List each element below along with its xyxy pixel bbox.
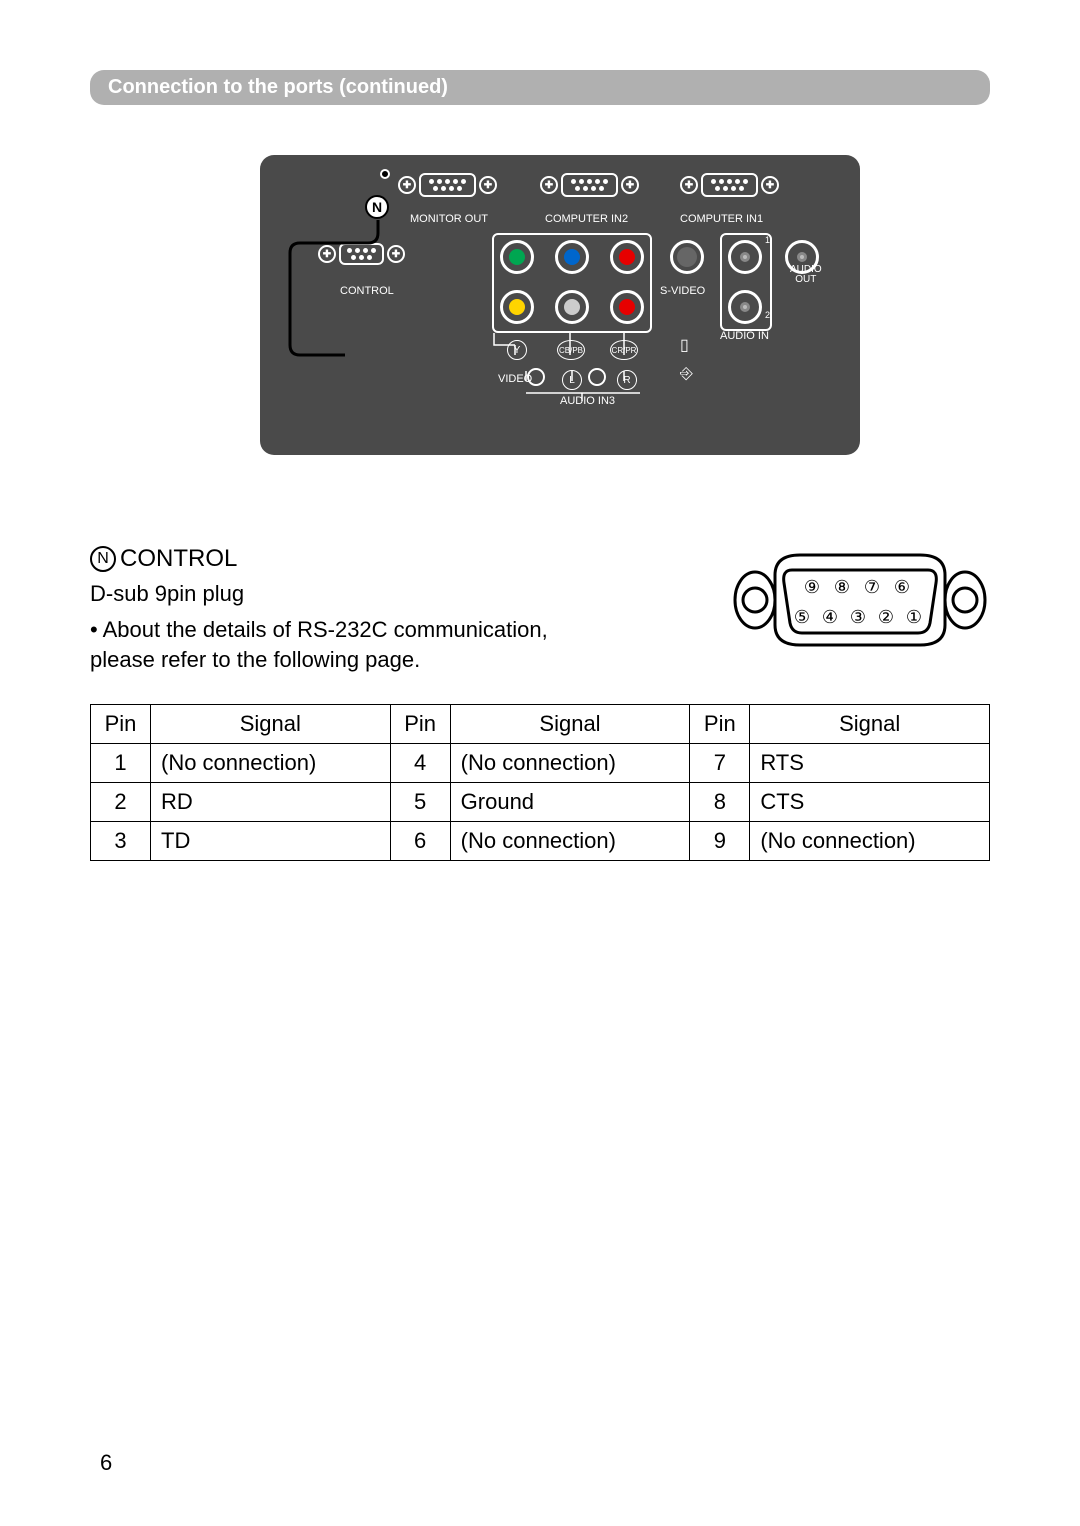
table-row: 2RD 5Ground 8CTS: [91, 783, 990, 822]
svg-text:⑦: ⑦: [864, 577, 880, 597]
svg-text:①: ①: [906, 607, 922, 627]
svg-text:⑤: ⑤: [794, 607, 810, 627]
svg-text:③: ③: [850, 607, 866, 627]
section-heading: NCONTROL: [90, 545, 690, 573]
n-icon: N: [90, 546, 116, 572]
svg-text:⑨: ⑨: [804, 577, 820, 597]
svg-text:⑧: ⑧: [834, 577, 850, 597]
svg-text:⑥: ⑥: [894, 577, 910, 597]
table-row: 3TD 6(No connection) 9(No connection): [91, 822, 990, 861]
db9-connector-diagram: ⑨ ⑧ ⑦ ⑥ ⑤ ④ ③ ② ①: [730, 545, 990, 660]
page-number: 6: [100, 1450, 112, 1476]
note-line-1: • About the details of RS-232C communica…: [90, 615, 690, 645]
header-bar: Connection to the ports (continued): [90, 70, 990, 105]
subtitle: D-sub 9pin plug: [90, 581, 690, 607]
svg-text:②: ②: [878, 607, 894, 627]
pin-table: PinSignal PinSignal PinSignal 1(No conne…: [90, 704, 990, 861]
note-line-2: please refer to the following page.: [90, 645, 690, 675]
svg-text:④: ④: [822, 607, 838, 627]
port-diagram: ✚ ✚ ✚ ✚ ✚ ✚ MONITOR OUT COMPUTER IN2 COM…: [90, 155, 990, 485]
table-row: 1(No connection) 4(No connection) 7RTS: [91, 744, 990, 783]
